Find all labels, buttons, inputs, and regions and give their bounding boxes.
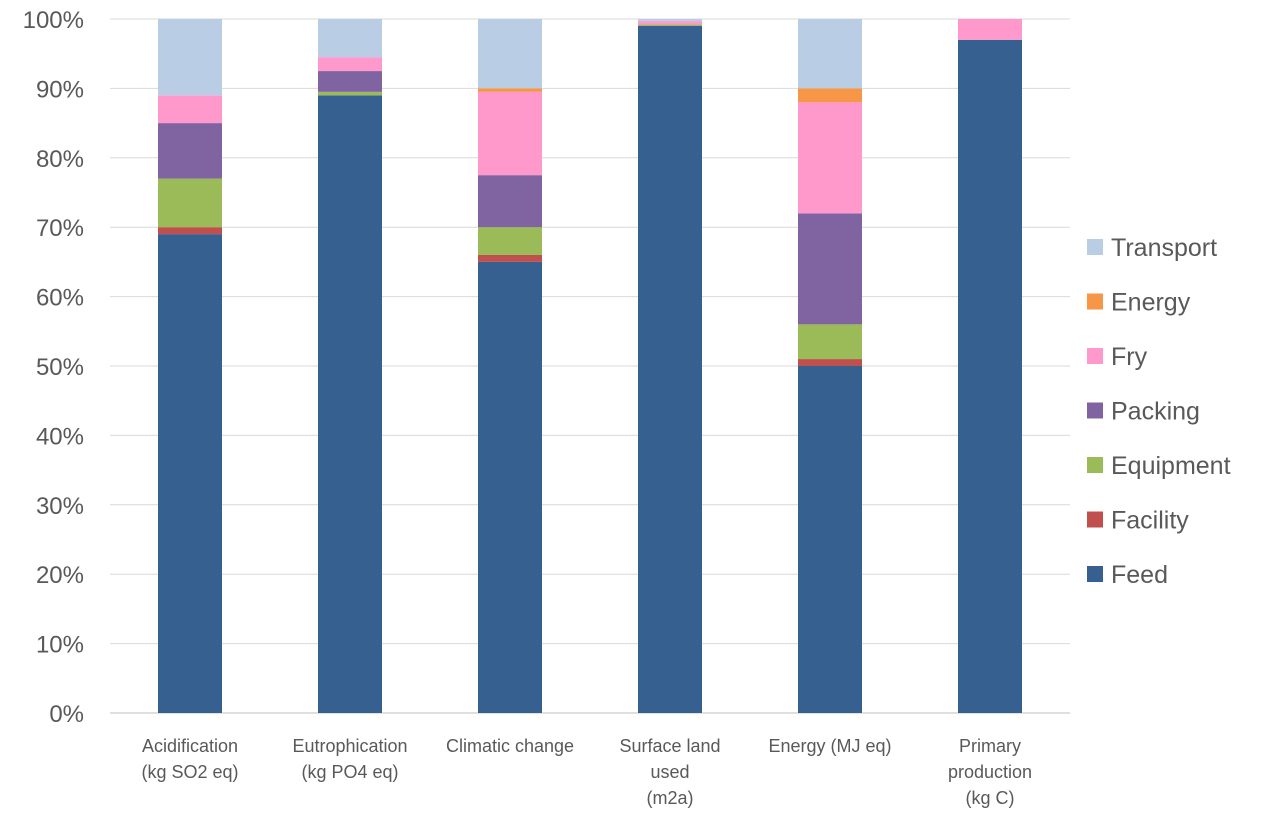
bar-segment-equipment bbox=[798, 324, 862, 360]
legend-swatch-transport bbox=[1087, 239, 1103, 255]
y-tick-label: 80% bbox=[36, 146, 84, 173]
y-tick-label: 0% bbox=[49, 701, 84, 728]
bar-segment-equipment bbox=[318, 91, 382, 96]
x-tick-label: Primary bbox=[959, 736, 1021, 756]
legend-swatch-fry bbox=[1087, 348, 1103, 364]
x-tick-label: (kg C) bbox=[966, 788, 1015, 808]
bar-segment-fry bbox=[638, 21, 702, 25]
y-tick-label: 70% bbox=[36, 215, 84, 242]
bar-segment-facility bbox=[478, 254, 542, 262]
bar-segment-feed bbox=[158, 234, 222, 713]
bar-segment-packing bbox=[478, 175, 542, 228]
x-axis: Acidification (kg SO2 eq) Eutrophication (k… bbox=[141, 736, 1032, 808]
bar-segment-facility bbox=[798, 359, 862, 366]
y-tick-label: 20% bbox=[36, 562, 84, 589]
x-tick-label: Acidification bbox=[142, 736, 238, 756]
y-tick-label: 50% bbox=[36, 354, 84, 381]
bar-segment-equipment bbox=[478, 227, 542, 255]
bar-segment-transport bbox=[318, 19, 382, 58]
y-tick-label: 100% bbox=[23, 7, 84, 34]
bar-segment-packing bbox=[158, 123, 222, 179]
legend-swatch-packing bbox=[1087, 402, 1103, 419]
bars bbox=[158, 19, 1022, 714]
bar-segment-fry bbox=[318, 57, 382, 72]
bar-segment-feed bbox=[638, 25, 702, 713]
gridlines bbox=[110, 18, 1070, 714]
legend-label-energy: Energy bbox=[1111, 289, 1191, 317]
bar-segment-feed bbox=[318, 95, 382, 714]
x-tick-label: (kg SO2 eq) bbox=[141, 762, 238, 782]
legend-swatch-equipment bbox=[1087, 457, 1103, 473]
legend-label-transport: Transport bbox=[1111, 234, 1217, 262]
x-tick-label: production bbox=[948, 762, 1032, 782]
y-tick-label: 10% bbox=[36, 632, 84, 659]
legend: Transport Energy Fry Packing Equipment Facili… bbox=[1087, 234, 1231, 589]
bar-segment-feed bbox=[958, 39, 1022, 713]
y-tick-label: 40% bbox=[36, 423, 84, 450]
legend-swatch-energy bbox=[1087, 293, 1103, 310]
legend-label-equipment: Equipment bbox=[1111, 452, 1231, 480]
legend-label-feed: Feed bbox=[1111, 561, 1168, 589]
legend-swatch-facility bbox=[1087, 511, 1103, 528]
bar-segment-fry bbox=[798, 102, 862, 214]
x-tick-label: Energy (MJ eq) bbox=[768, 736, 891, 756]
bar-segment-transport bbox=[798, 19, 862, 89]
y-tick-label: 90% bbox=[36, 76, 84, 103]
y-tick-label: 30% bbox=[36, 493, 84, 520]
y-tick-label: 60% bbox=[36, 285, 84, 312]
bar-segment-facility bbox=[158, 227, 222, 235]
bar-segment-energy bbox=[798, 88, 862, 103]
bar-segment-fry bbox=[158, 95, 222, 124]
bar-segment-equipment bbox=[158, 178, 222, 228]
bar-segment-packing bbox=[318, 71, 382, 92]
bar-segment-transport bbox=[638, 19, 702, 22]
x-tick-label: (kg PO4 eq) bbox=[301, 762, 398, 782]
x-tick-label: Climatic change bbox=[446, 736, 574, 756]
bar-segment-energy bbox=[478, 88, 542, 92]
x-tick-label: used bbox=[650, 762, 689, 782]
legend-swatch-feed bbox=[1087, 566, 1103, 582]
x-tick-label: Surface land bbox=[619, 736, 720, 756]
y-axis: 0% 10% 20% 30% 40% 50% 60% 70% 80% 90% 100% bbox=[23, 7, 84, 728]
bar-segment-feed bbox=[478, 261, 542, 713]
bar-segment-fry bbox=[478, 91, 542, 176]
bar-segment-equipment bbox=[638, 24, 702, 26]
legend-label-fry: Fry bbox=[1111, 343, 1148, 371]
x-tick-label: (m2a) bbox=[646, 788, 693, 808]
bar-segment-transport bbox=[158, 19, 222, 96]
bar-segment-fry bbox=[958, 19, 1022, 40]
legend-label-packing: Packing bbox=[1111, 398, 1200, 426]
legend-label-facility: Facility bbox=[1111, 507, 1189, 535]
bar-segment-transport bbox=[478, 19, 542, 89]
bar-segment-feed bbox=[798, 366, 862, 713]
x-tick-label: Eutrophication bbox=[292, 736, 407, 756]
bar-segment-packing bbox=[798, 213, 862, 325]
